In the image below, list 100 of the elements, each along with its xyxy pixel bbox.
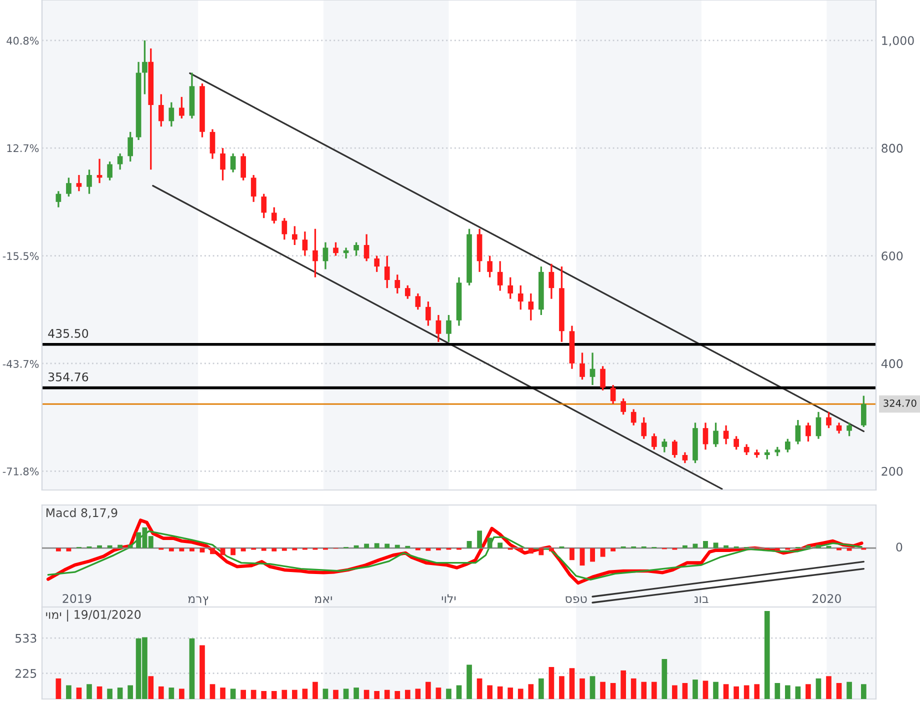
ref-line-label: 0 — [896, 542, 902, 552]
bar — [651, 682, 657, 699]
bar — [570, 548, 574, 560]
bar — [466, 541, 472, 548]
bar — [322, 688, 328, 699]
bar — [662, 659, 668, 699]
bar — [86, 684, 92, 699]
bar — [426, 682, 431, 699]
y2-tick-label: -43.7% — [2, 360, 39, 368]
bar — [394, 691, 400, 699]
candlestick — [158, 93, 164, 128]
bar — [528, 684, 534, 699]
bar — [230, 548, 236, 556]
bar — [497, 686, 503, 699]
candlestick — [76, 174, 82, 192]
chart-title: Macd 8,17,9 — [46, 508, 118, 518]
y2-tick-label: 40.8% — [6, 36, 39, 45]
candlestick — [436, 314, 442, 343]
candlestick — [250, 174, 256, 203]
bar — [548, 548, 554, 552]
x-tick-label: מרץ — [188, 596, 208, 606]
candlestick — [806, 422, 811, 442]
bar — [76, 688, 82, 699]
bar — [785, 685, 790, 699]
candlestick — [302, 230, 308, 257]
candlestick — [600, 365, 606, 392]
bar — [384, 690, 390, 699]
bar — [394, 544, 400, 548]
ref-line-label: 354.76 — [48, 372, 88, 382]
candlestick — [734, 435, 739, 450]
candlestick — [354, 241, 359, 257]
candlestick — [426, 300, 431, 327]
bar — [179, 548, 184, 552]
x-tick-label: נוב — [694, 596, 708, 603]
bar — [404, 690, 410, 699]
bar — [734, 686, 739, 699]
bar — [456, 685, 462, 699]
bar — [610, 683, 616, 699]
bar — [364, 690, 370, 699]
y-tick-label: 600 — [882, 251, 903, 260]
candlestick — [384, 254, 390, 289]
bar — [271, 691, 277, 699]
bar — [816, 678, 822, 699]
bar — [374, 691, 380, 699]
candlestick — [620, 398, 626, 416]
candlestick — [580, 352, 585, 380]
bar — [343, 688, 349, 699]
bar — [446, 688, 452, 699]
bar — [210, 548, 215, 554]
bar — [158, 686, 164, 699]
bar — [590, 676, 596, 699]
bar — [713, 682, 718, 699]
candlestick — [128, 131, 133, 162]
candlestick — [702, 422, 708, 450]
y-tick-label: 533 — [16, 634, 36, 643]
candlestick — [333, 241, 338, 257]
bar — [415, 688, 421, 699]
bar — [774, 548, 780, 551]
candlestick — [446, 314, 452, 343]
bar — [107, 688, 112, 699]
bar — [528, 548, 534, 554]
bar — [189, 548, 194, 552]
y2-tick-label: 12.7% — [7, 144, 39, 152]
bar — [559, 676, 564, 699]
bar — [200, 645, 205, 699]
bar — [179, 688, 184, 699]
candlestick — [548, 263, 554, 300]
bar — [436, 688, 442, 699]
candlestick — [630, 408, 636, 426]
bar — [477, 530, 482, 548]
bar — [487, 538, 492, 548]
bar — [117, 688, 123, 699]
bar — [96, 686, 102, 699]
bar — [508, 688, 514, 699]
bar — [861, 684, 866, 699]
y-tick-label: 400 — [881, 359, 903, 368]
candlestick — [861, 394, 866, 428]
bar — [498, 542, 503, 548]
bar — [354, 545, 359, 548]
bar — [333, 690, 338, 699]
bar — [168, 548, 174, 552]
candlestick — [374, 254, 380, 273]
bar — [538, 678, 544, 699]
bar — [66, 685, 72, 699]
bar — [354, 688, 359, 699]
bar — [744, 685, 750, 699]
bar — [200, 548, 205, 552]
y2-tick-label: -71.8% — [2, 467, 39, 476]
candlestick — [66, 176, 72, 198]
bar — [692, 544, 698, 548]
bar — [846, 548, 852, 551]
candlestick — [795, 419, 801, 446]
bar — [610, 548, 616, 552]
bar — [302, 688, 308, 699]
bar — [118, 544, 123, 548]
bar — [682, 545, 688, 548]
bar — [816, 544, 821, 548]
bar — [56, 548, 61, 552]
ref-line-label: 435.50 — [48, 328, 88, 338]
bar — [282, 548, 287, 551]
